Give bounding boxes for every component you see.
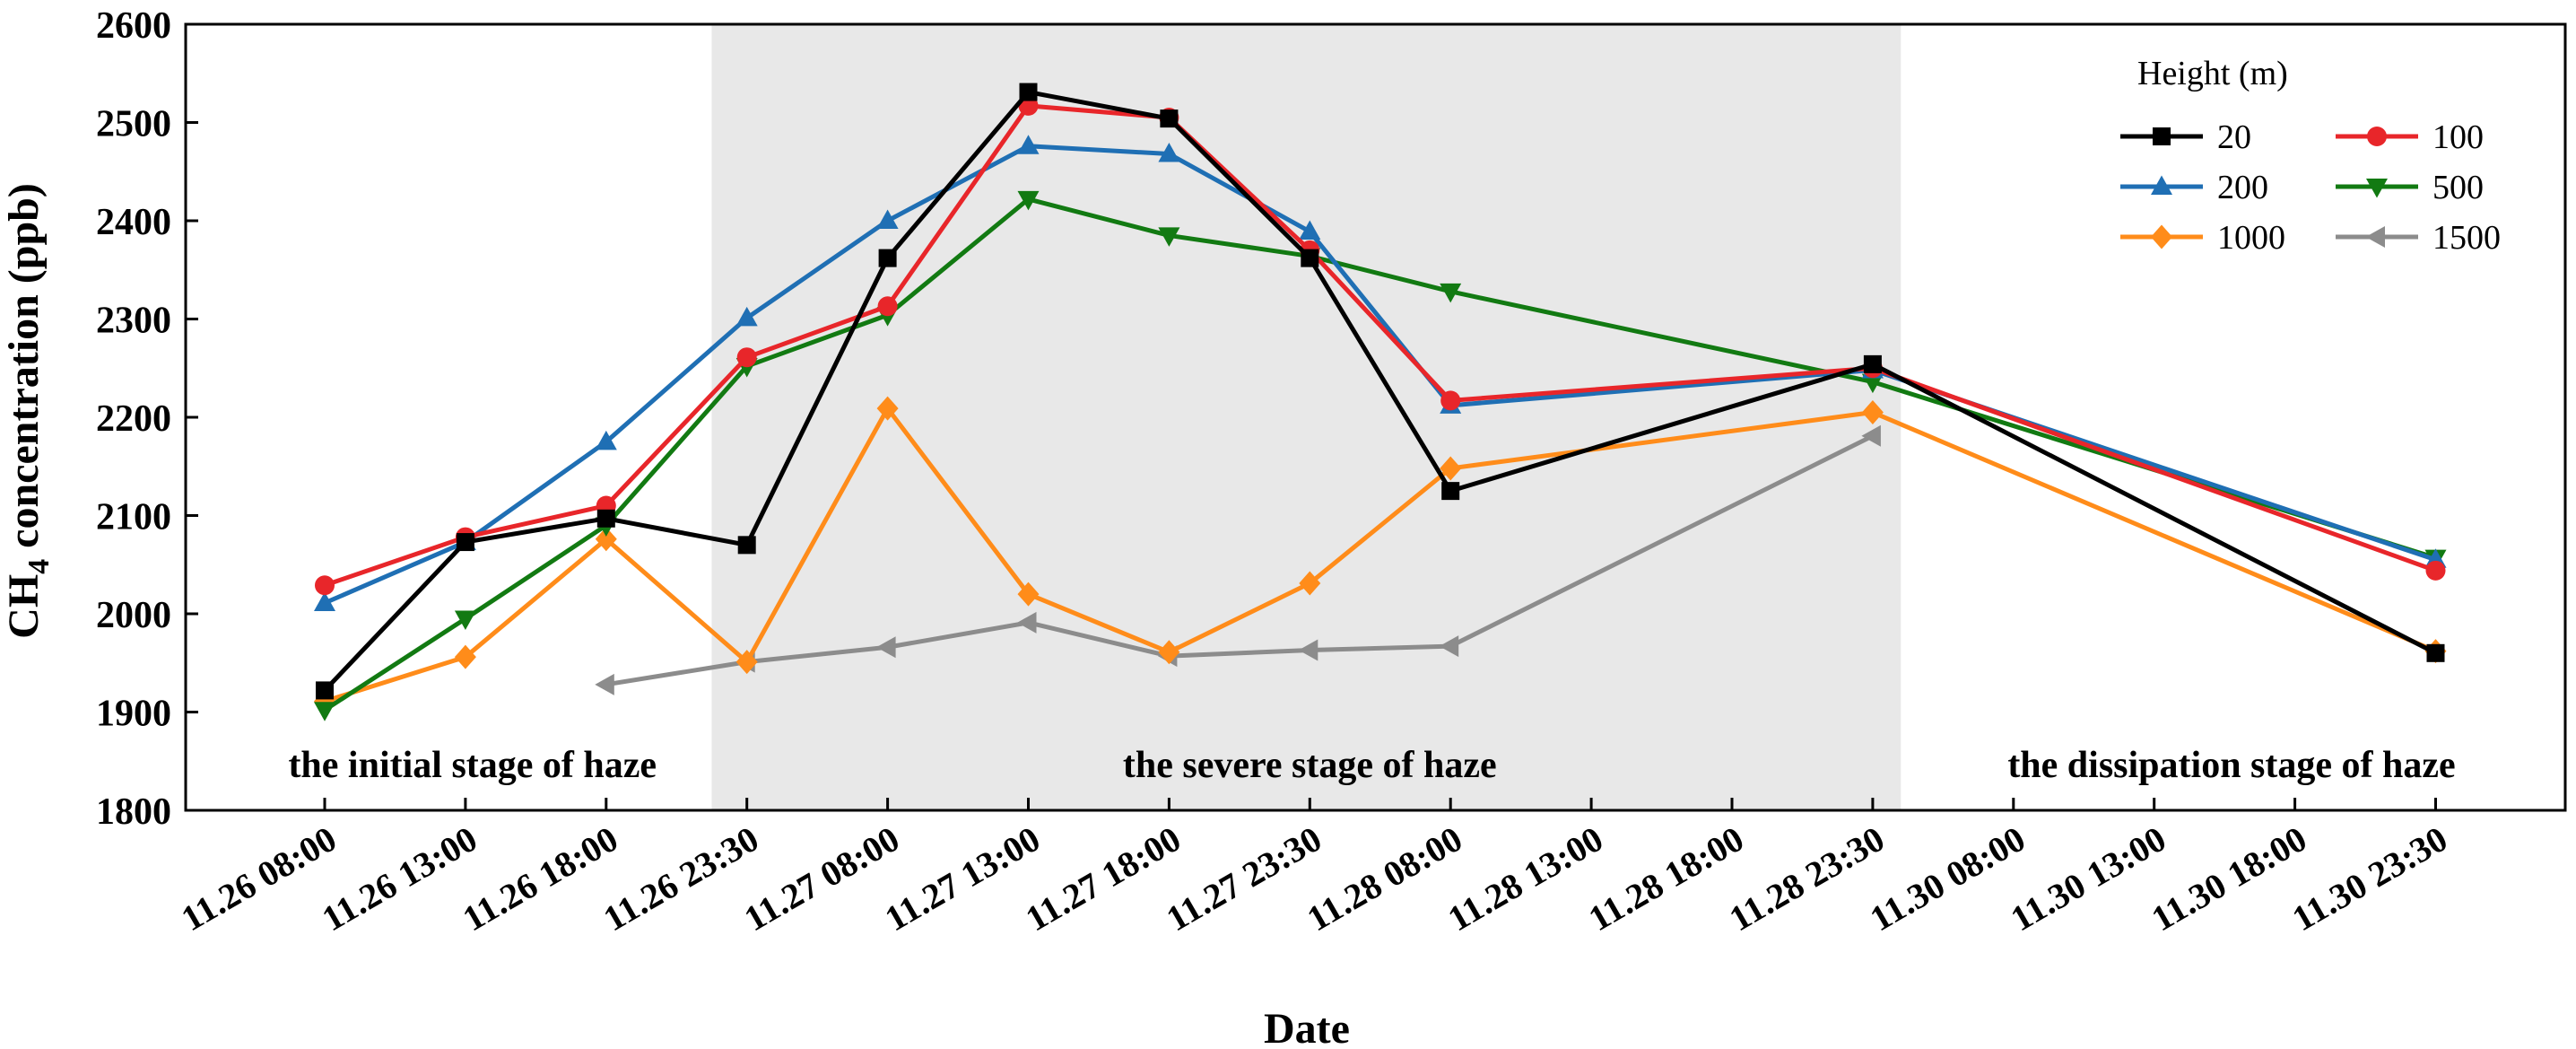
data-point-1000 xyxy=(1017,581,1040,607)
data-point-100 xyxy=(736,347,757,368)
data-point-1500 xyxy=(1017,611,1037,634)
y-tick-label: 1900 xyxy=(96,694,171,735)
data-point-1000 xyxy=(454,644,476,669)
data-point-20 xyxy=(596,509,615,528)
legend-label-1000: 1000 xyxy=(2217,219,2285,257)
data-point-1000 xyxy=(735,650,758,675)
legend-marker-20 xyxy=(2153,127,2171,145)
data-point-20 xyxy=(737,536,756,555)
legend-marker-500 xyxy=(2366,179,2388,198)
y-tick-label: 2400 xyxy=(96,202,171,243)
series-20 xyxy=(316,83,2445,700)
data-point-1500 xyxy=(595,673,614,695)
y-axis-title: CH4 concentration (ppb) xyxy=(0,183,56,639)
data-point-1000 xyxy=(1299,571,1321,596)
legend-item-500: 500 xyxy=(2336,169,2484,206)
stage-label: the initial stage of haze xyxy=(288,745,657,786)
y-tick-label: 2100 xyxy=(96,497,171,538)
stage-label: the severe stage of haze xyxy=(1123,745,1497,786)
data-point-500 xyxy=(1017,190,1040,211)
data-point-100 xyxy=(877,296,898,317)
data-point-200 xyxy=(1158,143,1180,162)
data-point-100 xyxy=(2425,560,2446,581)
legend-item-200: 200 xyxy=(2120,169,2268,206)
y-tick-label: 2500 xyxy=(96,104,171,145)
data-point-1500 xyxy=(1861,424,1881,447)
data-point-200 xyxy=(1017,135,1040,154)
y-tick-label: 1800 xyxy=(96,791,171,833)
data-point-20 xyxy=(1160,109,1179,128)
data-point-200 xyxy=(1299,220,1321,240)
legend-marker-200 xyxy=(2151,175,2172,195)
data-point-1500 xyxy=(1439,635,1459,658)
x-axis-title: Date xyxy=(1264,1005,1350,1049)
data-point-100 xyxy=(315,575,335,596)
stage-label: the dissipation stage of haze xyxy=(2007,745,2455,786)
y-tick-label: 2300 xyxy=(96,301,171,342)
data-point-500 xyxy=(1440,283,1462,303)
data-point-20 xyxy=(456,533,474,552)
data-point-20 xyxy=(1019,83,1038,101)
data-point-20 xyxy=(1441,482,1460,501)
y-tick-label: 2200 xyxy=(96,398,171,440)
legend-label-1500: 1500 xyxy=(2432,219,2501,257)
legend-item-1000: 1000 xyxy=(2120,219,2285,257)
y-tick-label: 2600 xyxy=(96,5,171,47)
y-tick-label: 2000 xyxy=(96,595,171,636)
series-line-1500 xyxy=(605,433,1875,687)
data-point-20 xyxy=(1301,249,1319,267)
legend-title: Height (m) xyxy=(2137,55,2288,92)
data-point-200 xyxy=(595,430,617,450)
legend-label-500: 500 xyxy=(2432,169,2484,206)
legend-label-100: 100 xyxy=(2432,118,2484,156)
data-point-20 xyxy=(316,681,334,700)
legend-label-200: 200 xyxy=(2217,169,2268,206)
data-point-1000 xyxy=(1158,640,1180,665)
legend-marker-1000 xyxy=(2151,224,2172,249)
data-point-1000 xyxy=(1861,400,1884,425)
data-point-20 xyxy=(1863,354,1882,373)
data-point-1000 xyxy=(1440,456,1462,481)
data-point-20 xyxy=(878,249,897,267)
data-point-1000 xyxy=(595,527,617,552)
data-point-500 xyxy=(1158,227,1180,247)
legend-item-1500: 1500 xyxy=(2336,219,2501,257)
data-point-500 xyxy=(1861,373,1884,394)
data-point-500 xyxy=(314,702,335,721)
data-point-20 xyxy=(2426,643,2445,662)
data-point-1500 xyxy=(1298,639,1318,661)
data-point-1500 xyxy=(876,636,896,659)
legend-marker-1500 xyxy=(2365,226,2385,248)
data-point-100 xyxy=(1440,390,1461,411)
data-point-200 xyxy=(735,306,758,327)
legend-label-20: 20 xyxy=(2217,118,2251,156)
data-point-200 xyxy=(876,209,899,229)
legend-item-20: 20 xyxy=(2120,118,2251,156)
data-point-500 xyxy=(454,610,476,630)
legend-item-100: 100 xyxy=(2336,118,2484,156)
data-point-1000 xyxy=(876,396,899,421)
legend-marker-100 xyxy=(2367,127,2387,146)
data-point-200 xyxy=(314,591,335,611)
